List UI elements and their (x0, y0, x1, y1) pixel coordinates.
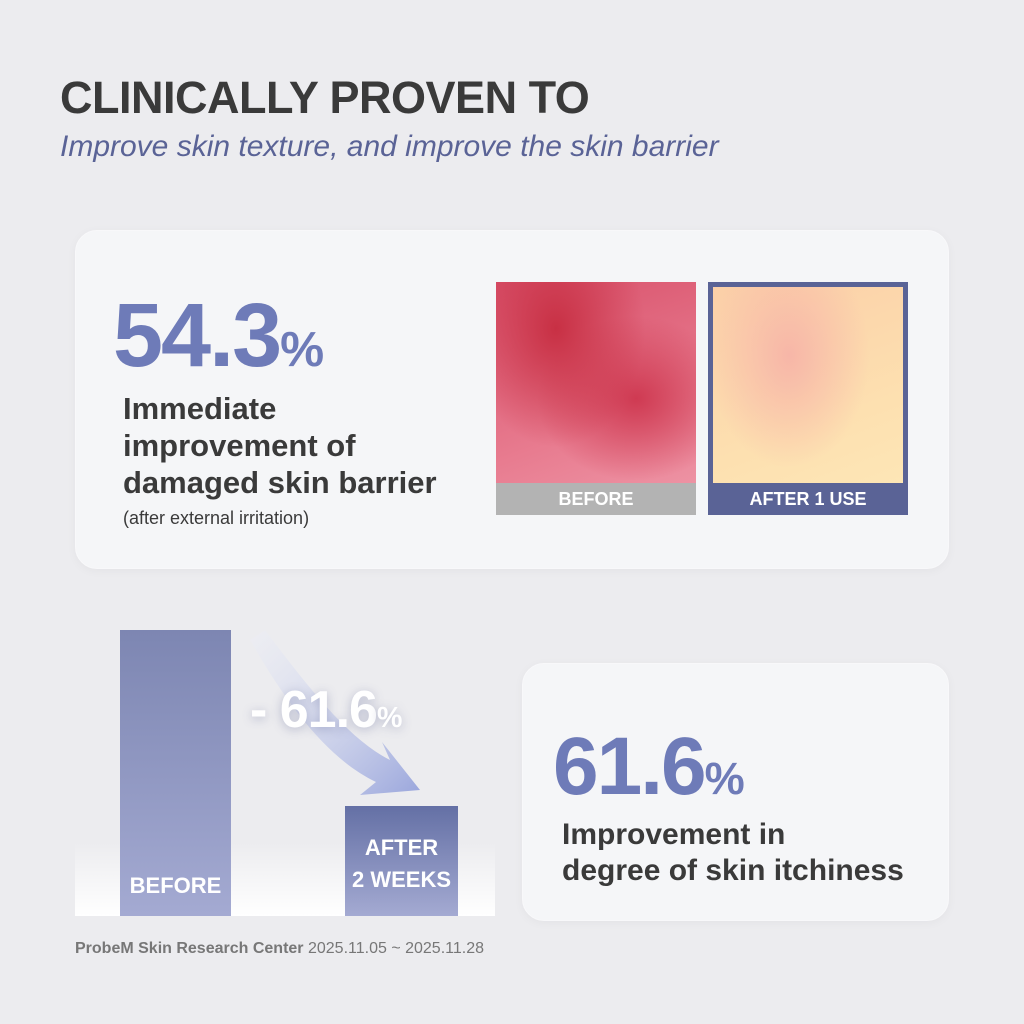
subtitle: Improve skin texture, and improve the sk… (60, 130, 719, 163)
footer: ProbeM Skin Research Center 2025.11.05 ~… (75, 940, 484, 958)
itch-card (522, 663, 949, 921)
arrow-shape (250, 630, 420, 795)
description-line: degree of skin itchiness (562, 854, 904, 887)
description-line: Immediate (123, 391, 277, 426)
itch-description: Improvement in degree of skin itchiness (562, 817, 904, 889)
barrier-description: Immediate improvement of damaged skin barr… (123, 390, 437, 501)
annotation: - 61.6% (250, 680, 402, 740)
footer-source: ProbeM Skin Research Center (75, 940, 304, 957)
description-line: Improvement in (562, 818, 786, 851)
stat-unit: % (704, 753, 745, 804)
bar: BEFORE (120, 630, 231, 916)
barrier-note: (after external irritation) (123, 508, 310, 528)
description-line: damaged skin barrier (123, 465, 437, 500)
stat-unit: % (280, 322, 325, 377)
bar-label: BEFORE (129, 873, 222, 898)
before-image: BEFORE (496, 282, 696, 515)
stat-number: 61.6 (553, 721, 707, 812)
bar-label: AFTER 2 WEEKS (351, 835, 452, 892)
arrow (250, 630, 420, 795)
bar: AFTER 2 WEEKS (345, 806, 458, 916)
annotation-unit: % (376, 702, 403, 734)
annotation-number: - 61.6 (250, 681, 378, 739)
itch-stat: 61.6% (553, 720, 745, 814)
stat-number: 54.3 (113, 286, 282, 386)
image-label: BEFORE (496, 483, 696, 515)
barrier-stat: 54.3% (113, 285, 324, 388)
description-line: improvement of (123, 428, 356, 463)
title: CLINICALLY PROVEN TO (60, 72, 590, 123)
after-image: AFTER 1 USE (708, 282, 908, 515)
footer-period: 2025.11.05 ~ 2025.11.28 (307, 940, 484, 957)
image-label: AFTER 1 USE (713, 483, 903, 515)
